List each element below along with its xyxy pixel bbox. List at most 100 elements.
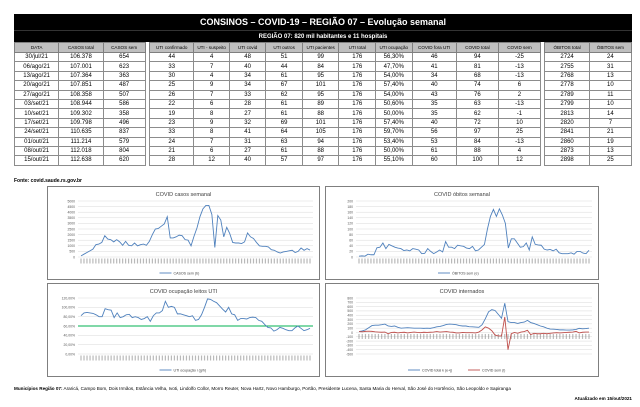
x-tick-label [436,258,438,264]
x-tick-label [385,258,387,264]
x-tick-label [235,258,237,264]
x-tick-label [229,258,231,264]
x-tick-label [418,258,420,264]
column-spacer [539,90,546,100]
legend-label: COVID sem (l) [482,368,505,372]
table-cell: 61 [265,98,303,110]
table-cell: 837 [102,127,146,138]
table-cell: 10 [588,80,633,91]
x-tick-label [92,355,94,361]
table-cell: 108.944 [58,98,104,110]
table-cell: 101 [301,80,340,91]
x-tick-label [445,333,448,339]
x-tick-label [456,258,459,264]
x-tick-label [184,258,186,264]
y-tick-label: 600 [347,305,353,309]
table-cell: 654 [102,51,146,63]
y-tick-label: 400 [347,314,353,318]
x-tick-label [130,258,133,264]
y-tick-label: 2500 [67,227,75,231]
column-header: CASOS total [58,42,104,53]
x-tick-label [450,258,453,264]
column-spacer [539,52,546,62]
x-tick-label [228,355,230,361]
x-tick-label [104,355,106,361]
x-tick-label [546,258,548,264]
x-tick-label [497,333,499,339]
x-tick-label [300,258,302,264]
table-cell: 53,40% [375,136,413,147]
table-cell: 88 [455,145,499,157]
x-tick-label [104,258,106,264]
x-tick-label [495,258,498,264]
x-tick-label [264,355,266,361]
column-header: UTI total [338,42,377,53]
column-spacer [539,61,546,72]
x-tick-label [178,258,180,264]
column-header: COVID total [455,42,499,53]
x-tick-label [558,258,560,264]
table-row: 20/ago/21 107.851 487 25 9 34 67 101 176 57,40% 40… [13,80,633,91]
table-cell: 41 [228,127,267,138]
table-cell: 12 [193,155,230,166]
table-cell: 101 [301,117,340,129]
y-tick-label: -400 [346,348,353,352]
chart-casos-semanal: COVID casos semanal 0 500 1000 1500 2000 2500 3… [47,186,320,280]
x-tick-label [424,258,426,264]
x-tick-label [552,333,554,339]
y-tick-label: 100 [347,227,353,231]
x-tick-label [367,258,369,264]
column-spacer [144,90,151,100]
column-header: CASOS sem [102,42,146,53]
x-tick-label [148,258,151,264]
x-tick-label [191,355,194,361]
x-tick-label [139,258,142,264]
table-row: 10/set/21 109.302 358 19 8 27 61 88 176 50,00% 35 6… [13,108,633,119]
table-cell: 40 [411,80,457,91]
x-tick-label [391,258,393,264]
municipalities-label: Municípios Região 07: [14,386,63,391]
x-tick-label [410,333,412,339]
x-tick-label [211,258,213,264]
table-cell: -25 [497,51,542,63]
x-tick-label [519,258,521,264]
x-tick-label [426,333,428,339]
legend-label: CASOS sem (b) [174,271,200,275]
x-tick-label [507,333,509,339]
x-tick-label [212,355,215,361]
x-tick-label [122,355,124,361]
municipalities-list: Araricá, Campo Bom, Dois Irmãos, Estânci… [63,386,511,391]
y-tick-label: 0,00% [65,352,75,356]
x-tick-label [400,258,402,264]
x-tick-label [232,258,234,264]
column-header: UTI ocupação [375,42,413,53]
table-cell: 10 [588,98,633,110]
x-tick-label [255,258,258,264]
table-cell: 27 [228,108,267,119]
table-cell: 176 [338,127,377,138]
table-cell: 176 [338,51,377,63]
x-tick-label [371,333,373,339]
table-cell: 2724 [544,51,590,63]
x-tick-label [101,355,103,361]
x-tick-label [500,333,503,339]
legend-label: ÓBITOS sem (e) [452,270,479,275]
x-tick-label [543,333,545,339]
y-tick-label: 4500 [67,205,75,209]
x-tick-label [261,258,264,264]
table-cell: 64 [265,127,303,138]
table-cell: 111.214 [58,136,104,147]
column-header: UTI outros [265,42,303,53]
x-tick-label [219,355,221,361]
table-cell: 59,70% [375,127,413,138]
x-tick-label [364,333,367,339]
x-tick-label [415,258,417,264]
table-cell: 62 [455,108,499,119]
table-cell: 60 [411,155,457,166]
x-tick-label [113,258,115,264]
x-tick-label [179,355,182,361]
table-cell: 22 [149,98,195,110]
x-tick-label [543,258,545,264]
column-spacer [539,99,546,109]
x-tick-label [83,258,85,264]
